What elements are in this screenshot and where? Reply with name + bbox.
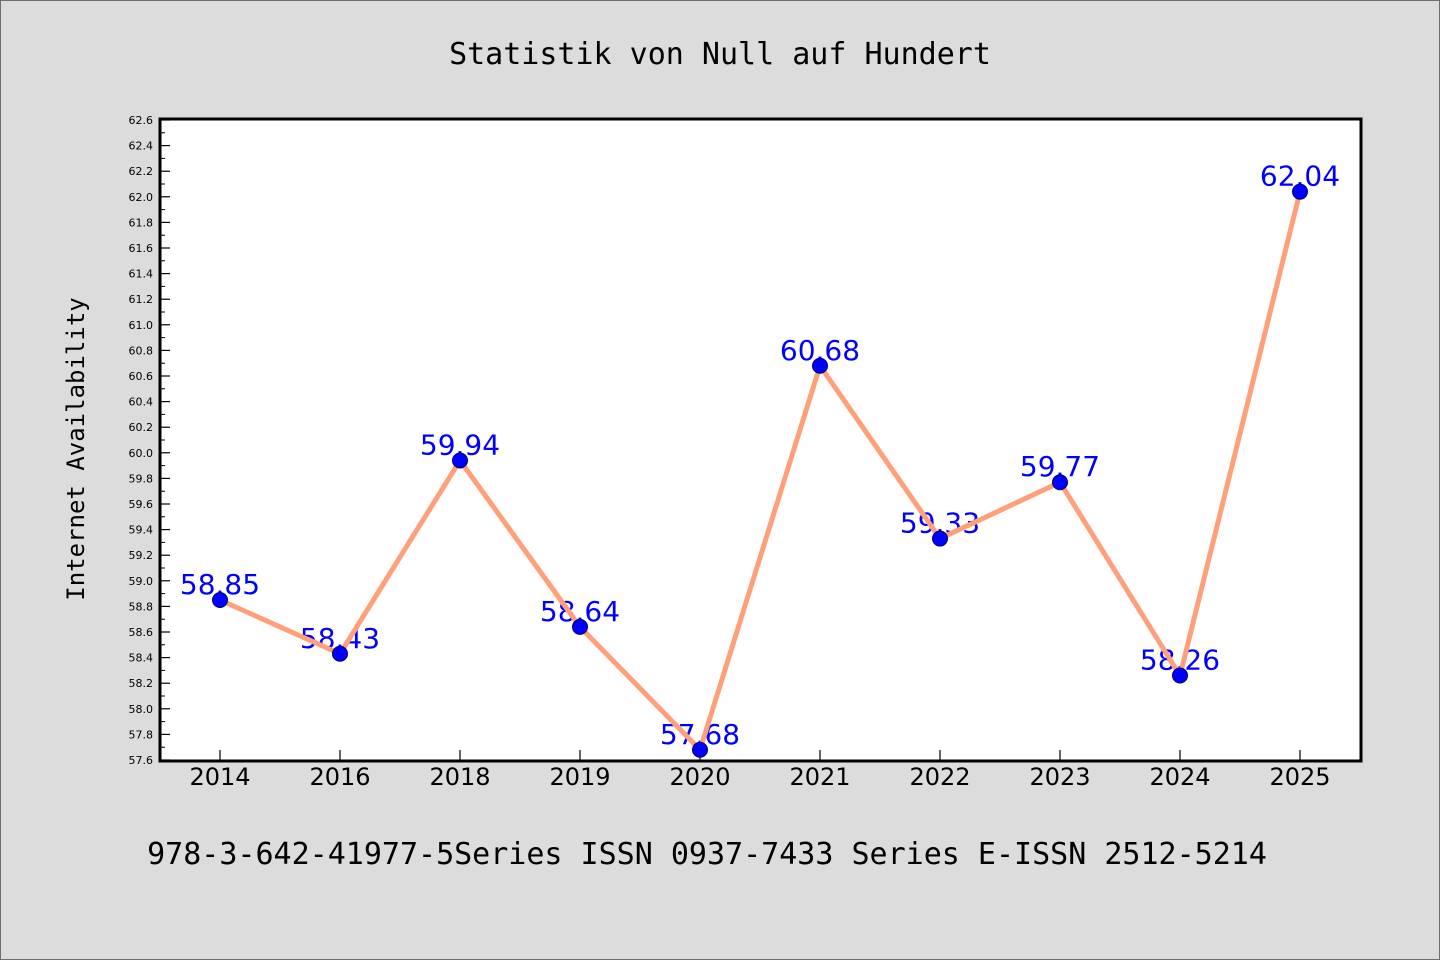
data-point-marker [1172, 667, 1188, 684]
y-tick-label: 58.2 [129, 677, 154, 690]
x-axis: 2014 2016 2018 2019 2020 2021 2022 2023 2024 2025 [189, 750, 1331, 791]
y-tick-label: 59.6 [129, 498, 154, 511]
x-tick-label: 2024 [1149, 763, 1210, 791]
x-tick-label: 2019 [549, 763, 610, 791]
y-tick-label: 59.8 [129, 472, 154, 485]
series-line [217, 189, 1303, 753]
data-point-marker [332, 645, 348, 662]
data-point-marker [452, 452, 468, 469]
y-tick-label: 62.0 [129, 191, 154, 204]
data-point-marker [1292, 183, 1308, 200]
y-tick-label: 59.4 [129, 524, 154, 537]
y-tick-label: 62.6 [129, 114, 154, 127]
y-tick-label: 60.2 [129, 421, 154, 434]
y-tick-label: 61.2 [129, 293, 154, 306]
data-point-marker [932, 530, 948, 547]
y-tick-label: 60.8 [129, 344, 154, 357]
y-tick-label: 58.0 [129, 703, 154, 716]
x-tick-label: 2025 [1269, 763, 1330, 791]
y-axis: 57.6 57.8 58.0 58.2 58.4 58.6 58.8 59.0 59.2 59.4… [129, 114, 170, 767]
y-tick-label: 61.8 [129, 216, 154, 229]
y-tick-label: 61.0 [129, 319, 154, 332]
x-tick-label: 2022 [909, 763, 970, 791]
y-tick-label: 61.6 [129, 242, 154, 255]
chart-title: Statistik von Null auf Hundert [449, 37, 991, 72]
y-tick-label: 61.4 [129, 268, 154, 281]
plot-area [158, 117, 1363, 763]
y-tick-label: 58.4 [129, 652, 154, 665]
data-point-marker [1052, 474, 1068, 491]
y-tick-label: 62.4 [129, 140, 154, 153]
y-tick-label: 60.4 [129, 396, 154, 409]
y-tick-label: 57.8 [129, 728, 154, 741]
y-tick-label: 58.8 [129, 600, 154, 613]
y-tick-label: 57.6 [129, 754, 154, 767]
x-tick-label: 2014 [189, 763, 250, 791]
x-tick-label: 2023 [1029, 763, 1090, 791]
y-axis-label: Internet Availability [62, 297, 90, 600]
y-tick-label: 62.2 [129, 165, 154, 178]
footer-text: 978-3-642-41977-5Series ISSN 0937-7433 S… [147, 837, 1267, 872]
x-tick-label: 2016 [309, 763, 370, 791]
y-tick-label: 59.2 [129, 549, 154, 562]
series-markers [212, 183, 1308, 758]
x-tick-label: 2021 [789, 763, 850, 791]
data-point-marker [212, 592, 228, 608]
y-tick-label: 60.0 [129, 447, 154, 460]
y-tick-label: 59.0 [129, 575, 154, 588]
y-tick-label: 60.6 [129, 370, 154, 383]
y-tick-label: 58.6 [129, 626, 154, 639]
data-point-marker [572, 618, 588, 635]
data-point-marker [812, 357, 828, 374]
x-tick-label: 2020 [669, 763, 730, 791]
x-tick-label: 2018 [429, 763, 490, 791]
data-point-marker [692, 741, 708, 758]
